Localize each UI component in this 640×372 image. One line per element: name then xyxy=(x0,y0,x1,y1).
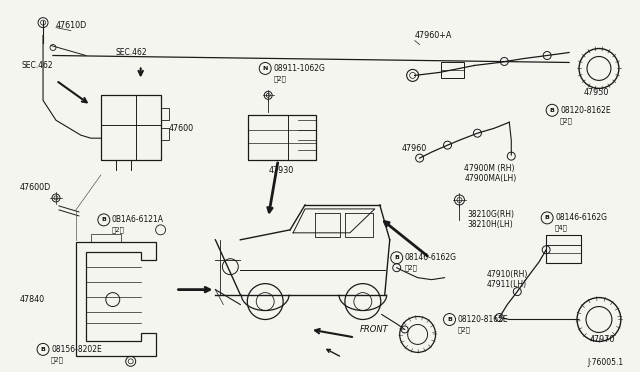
Text: B: B xyxy=(40,347,45,352)
Text: 47960+A: 47960+A xyxy=(415,31,452,40)
Bar xyxy=(440,62,465,78)
Text: SEC.462: SEC.462 xyxy=(116,48,147,57)
Text: 08146-6162G: 08146-6162G xyxy=(404,253,457,262)
Text: （2）: （2） xyxy=(273,75,286,82)
Text: 47950: 47950 xyxy=(584,88,609,97)
Text: B: B xyxy=(101,217,106,222)
Text: FRONT: FRONT xyxy=(360,325,388,334)
Text: 08146-6162G: 08146-6162G xyxy=(555,214,607,222)
Text: N: N xyxy=(262,66,268,71)
Text: 38210G(RH): 38210G(RH) xyxy=(467,211,515,219)
Text: 47910(RH): 47910(RH) xyxy=(486,270,528,279)
Bar xyxy=(101,95,161,160)
Bar xyxy=(91,234,121,242)
Bar xyxy=(248,115,288,160)
Text: （4）: （4） xyxy=(555,225,568,231)
Text: SEC.462: SEC.462 xyxy=(21,61,52,70)
Text: B: B xyxy=(550,108,555,113)
Text: 47900M (RH): 47900M (RH) xyxy=(465,164,515,173)
Text: （2）: （2） xyxy=(560,117,573,124)
Text: B: B xyxy=(545,215,550,220)
Text: B: B xyxy=(447,317,452,322)
Text: 08120-8162E: 08120-8162E xyxy=(458,315,508,324)
Bar xyxy=(161,108,168,120)
Text: 08120-8162E: 08120-8162E xyxy=(560,106,611,115)
Bar xyxy=(546,245,581,253)
Bar xyxy=(248,115,316,160)
Bar xyxy=(161,128,168,140)
Text: 08156-8202E: 08156-8202E xyxy=(51,345,102,354)
Text: 47970: 47970 xyxy=(590,335,616,344)
Bar xyxy=(101,95,161,125)
Bar xyxy=(546,235,581,245)
Text: （2）: （2） xyxy=(404,264,417,271)
Text: 47600: 47600 xyxy=(168,124,194,133)
Text: 47610D: 47610D xyxy=(56,21,87,30)
Text: 47930: 47930 xyxy=(268,166,294,174)
Text: 47960: 47960 xyxy=(402,144,427,153)
Text: 0B1A6-6121A: 0B1A6-6121A xyxy=(112,215,164,224)
Text: B: B xyxy=(394,255,399,260)
Bar xyxy=(101,95,136,160)
Text: （2）: （2） xyxy=(458,326,470,333)
Text: 08911-1062G: 08911-1062G xyxy=(273,64,325,73)
Bar xyxy=(546,235,581,263)
Text: （2）: （2） xyxy=(51,356,64,363)
Text: 47600D: 47600D xyxy=(19,183,51,192)
Text: 38210H(LH): 38210H(LH) xyxy=(467,220,513,230)
Text: 47900MA(LH): 47900MA(LH) xyxy=(465,173,516,183)
Text: 47911(LH): 47911(LH) xyxy=(486,280,527,289)
Text: （2）: （2） xyxy=(112,227,125,233)
Text: 47840: 47840 xyxy=(19,295,44,304)
Text: J·76005.1: J·76005.1 xyxy=(588,358,624,367)
